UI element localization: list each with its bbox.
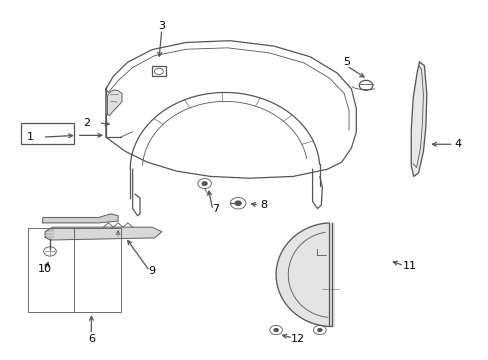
Bar bbox=[21, 123, 74, 144]
Circle shape bbox=[202, 182, 206, 185]
Polygon shape bbox=[107, 90, 122, 116]
Text: 3: 3 bbox=[158, 21, 165, 31]
Polygon shape bbox=[42, 214, 118, 223]
Text: 1: 1 bbox=[27, 132, 34, 142]
Bar bbox=[28, 228, 120, 312]
Text: 4: 4 bbox=[454, 139, 461, 149]
Text: 2: 2 bbox=[83, 118, 90, 128]
Polygon shape bbox=[45, 227, 162, 240]
Circle shape bbox=[317, 329, 321, 332]
Circle shape bbox=[274, 329, 278, 332]
Text: 8: 8 bbox=[260, 200, 267, 210]
Circle shape bbox=[235, 201, 241, 205]
Text: 7: 7 bbox=[211, 203, 219, 213]
Polygon shape bbox=[410, 62, 426, 176]
Text: 12: 12 bbox=[290, 334, 305, 344]
Text: 6: 6 bbox=[88, 334, 95, 344]
Text: 9: 9 bbox=[148, 266, 155, 276]
Text: 10: 10 bbox=[38, 264, 52, 274]
Polygon shape bbox=[276, 223, 334, 327]
Text: 11: 11 bbox=[402, 261, 416, 271]
Text: 5: 5 bbox=[343, 57, 349, 67]
Bar bbox=[152, 66, 165, 76]
